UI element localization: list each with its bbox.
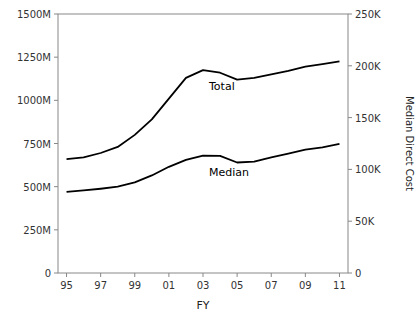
y-tick-label: 500M bbox=[23, 182, 51, 193]
y2-tick bbox=[348, 273, 352, 274]
series-line bbox=[67, 144, 340, 192]
series-group bbox=[67, 61, 340, 191]
x-tick bbox=[339, 273, 340, 277]
y2-tick-label: 200K bbox=[355, 61, 381, 72]
chart: 0 250M 500M 750M 1000M 1250M 1500M 0 50K 100K 150K… bbox=[0, 0, 420, 319]
x-tick-label: 11 bbox=[333, 280, 346, 291]
series-label: Total bbox=[208, 80, 235, 93]
x-axis-label: FY bbox=[196, 299, 209, 312]
y-tick-label: 0 bbox=[45, 268, 51, 279]
y-tick-label: 1000M bbox=[17, 95, 51, 106]
y-tick-label: 1250M bbox=[17, 52, 51, 63]
y2-tick bbox=[348, 169, 352, 170]
y-tick-label: 250M bbox=[23, 225, 51, 236]
series-label: Median bbox=[209, 166, 249, 179]
x-tick bbox=[100, 273, 101, 277]
x-tick bbox=[305, 273, 306, 277]
plot-frame bbox=[58, 14, 348, 273]
y2-tick bbox=[348, 14, 352, 15]
y2-tick-label: 100K bbox=[355, 164, 381, 175]
y2-tick-label: 50K bbox=[355, 216, 375, 227]
series-line bbox=[67, 61, 340, 159]
y2-tick-label: 0 bbox=[355, 268, 361, 279]
y-tick-label: 1500M bbox=[17, 9, 51, 20]
y2-tick-label: 150K bbox=[355, 113, 381, 124]
x-tick-label: 03 bbox=[197, 280, 210, 291]
y-tick bbox=[54, 143, 58, 144]
y-tick bbox=[54, 186, 58, 187]
x-tick bbox=[168, 273, 169, 277]
x-tick-label: 07 bbox=[265, 280, 278, 291]
x-tick bbox=[271, 273, 272, 277]
y2-axis-label: Median Direct Cost bbox=[404, 96, 415, 191]
x-tick-label: 09 bbox=[299, 280, 312, 291]
y-tick bbox=[54, 273, 58, 274]
x-tick-label: 01 bbox=[163, 280, 176, 291]
y2-tick bbox=[348, 221, 352, 222]
x-tick bbox=[237, 273, 238, 277]
x-tick-label: 95 bbox=[60, 280, 73, 291]
y2-tick bbox=[348, 117, 352, 118]
x-tick-label: 05 bbox=[231, 280, 244, 291]
y2-tick bbox=[348, 65, 352, 66]
y-tick bbox=[54, 229, 58, 230]
y-tick bbox=[54, 57, 58, 58]
y-tick bbox=[54, 100, 58, 101]
x-tick bbox=[203, 273, 204, 277]
x-tick bbox=[134, 273, 135, 277]
x-tick-label: 99 bbox=[128, 280, 141, 291]
x-tick-label: 97 bbox=[94, 280, 107, 291]
x-tick bbox=[66, 273, 67, 277]
y2-tick-label: 250K bbox=[355, 9, 381, 20]
y-tick bbox=[54, 14, 58, 15]
y-tick-label: 750M bbox=[23, 139, 51, 150]
